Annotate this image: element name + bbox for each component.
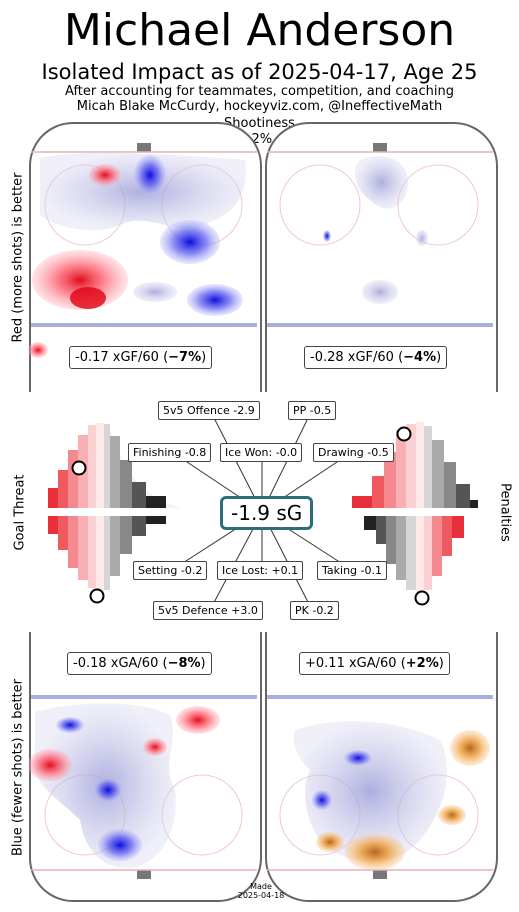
player-marker	[396, 426, 412, 442]
heat-region	[176, 706, 220, 734]
goal-net-icon	[137, 143, 151, 152]
heat-region	[344, 750, 372, 766]
heatmap-defence-5v5	[28, 695, 257, 879]
heat-region	[98, 829, 142, 861]
component-ice-won: Ice Won: -0.0	[220, 443, 303, 462]
page-title: Michael Anderson	[63, 5, 456, 56]
heat-region	[362, 280, 398, 304]
made-date: 2025-04-18	[237, 891, 285, 900]
heat-region	[134, 155, 166, 195]
shootiness-label: Shootiness	[224, 116, 295, 131]
component-taking: Taking -0.1	[317, 561, 387, 580]
credit-line-2: Micah Blake McCurdy, hockeyviz.com, @Ine…	[76, 99, 443, 114]
heat-region	[323, 230, 331, 242]
heat-region	[56, 717, 84, 733]
credit-line-1: After accounting for teammates, competit…	[65, 84, 454, 99]
offence-pp-label: -0.28 xGF/60 (−4%)	[304, 346, 448, 369]
goal-net-icon	[373, 143, 387, 152]
player-marker	[89, 588, 105, 604]
heat-region	[438, 805, 466, 825]
component-pp: PP -0.5	[288, 401, 337, 420]
heat-region	[354, 156, 409, 209]
component-pk: PK -0.2	[290, 601, 339, 620]
goal-net-icon	[373, 870, 387, 879]
goal-net-icon	[137, 870, 151, 879]
component-ice-lost: Ice Lost: +0.1	[217, 561, 304, 580]
heatmap-defence-pk	[267, 695, 493, 879]
heat-region	[450, 730, 490, 766]
heat-region	[28, 749, 72, 781]
heat-region	[316, 832, 344, 852]
heat-region	[345, 834, 405, 870]
heat-region	[133, 282, 177, 302]
component-finishing: Finishing -0.8	[128, 443, 212, 462]
heat-region	[89, 164, 121, 186]
heat-region	[143, 738, 167, 756]
defence-5v5-label: -0.18 xGA/60 (−8%)	[67, 652, 212, 675]
faceoff-circle	[279, 164, 361, 246]
component-setting: Setting -0.2	[133, 561, 208, 580]
heat-region	[187, 284, 243, 316]
page-subtitle: Isolated Impact as of 2025-04-17, Age 25	[41, 60, 478, 84]
offence-5v5-label: -0.17 xGF/60 (−7%)	[69, 346, 213, 369]
component-drawing: Drawing -0.5	[313, 443, 394, 462]
faceoff-circle	[397, 164, 479, 246]
heat-region	[293, 721, 448, 862]
component-5v5-offence: 5v5 Offence -2.9	[158, 401, 260, 420]
heat-region	[416, 230, 428, 246]
total-impact: -1.9 sG	[220, 496, 314, 530]
player-marker	[414, 590, 430, 606]
heat-region	[28, 342, 48, 358]
heat-region	[94, 778, 122, 802]
component-5v5-defence: 5v5 Defence +3.0	[153, 601, 263, 620]
defence-pk-label: +0.11 xGA/60 (+2%)	[299, 652, 450, 675]
heat-region	[160, 220, 220, 264]
goal-threat-distribution	[42, 423, 180, 604]
player-marker	[71, 460, 87, 476]
heatmap-offence-pp	[267, 143, 493, 327]
made-label: Made	[250, 882, 272, 891]
heat-region	[312, 790, 332, 810]
heat-region	[70, 287, 106, 309]
heatmap-offence-5v5	[28, 143, 257, 358]
penalties-distribution	[352, 422, 478, 606]
